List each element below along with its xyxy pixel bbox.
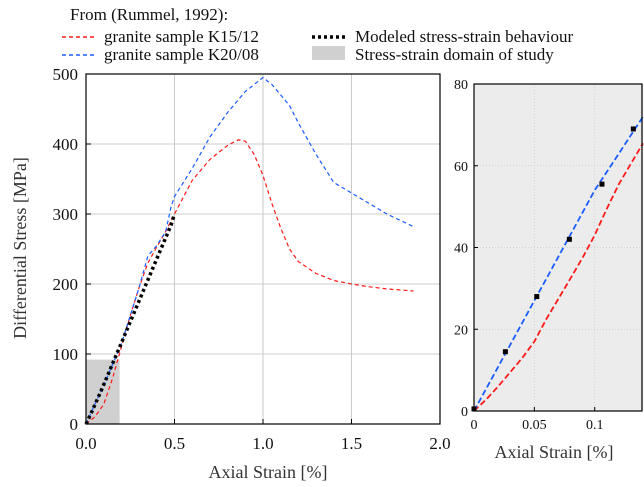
main-ytick-label: 400 (53, 135, 79, 154)
main-xtick-label: 0.5 (164, 434, 185, 453)
inset-ytick-label: 60 (454, 160, 468, 175)
inset-model-point (566, 236, 572, 242)
main-series-line-2 (84, 213, 177, 425)
main-ytick-label: 100 (53, 345, 79, 364)
inset-grid (474, 84, 643, 411)
main-xtick-label: 1.0 (252, 434, 273, 453)
inset-series-line-0 (473, 142, 644, 412)
inset-ytick-label: 0 (461, 405, 468, 420)
inset-ticks: 0 0.05 0.1 0 20 40 60 80 (454, 78, 603, 433)
main-xtick-label: 1.5 (341, 434, 362, 453)
main-ytick-label: 0 (70, 415, 79, 434)
main-ylabel: Differential Stress [MPa] (10, 157, 30, 339)
inset-ytick-label: 40 (454, 242, 468, 257)
inset-model-point (630, 126, 636, 132)
legend-label-k15: granite sample K15/12 (104, 27, 259, 46)
main-xlabel: Axial Strain [%] (209, 462, 328, 482)
inset-model-point (502, 349, 508, 355)
legend-label-model: Modeled stress-strain behaviour (355, 27, 573, 46)
legend-label-k20: granite sample K20/08 (104, 45, 259, 64)
main-ytick-label: 300 (53, 205, 79, 224)
main-ytick-label: 500 (53, 65, 79, 84)
main-series (84, 76, 414, 425)
main-series-line-0 (85, 139, 414, 425)
main-grid (86, 74, 440, 424)
main-xtick-label: 2.0 (429, 434, 450, 453)
inset-ytick-label: 80 (454, 78, 468, 93)
inset-xtick-label: 0 (471, 418, 478, 433)
inset-plot: 0 0.05 0.1 0 20 40 60 80 Axial Strain [%] (454, 78, 644, 462)
legend-label-domain: Stress-strain domain of study (355, 45, 554, 64)
legend: From (Rummel, 1992): granite sample K15/… (62, 5, 573, 64)
inset-xlabel: Axial Strain [%] (495, 442, 614, 462)
inset-xtick-label: 0.1 (586, 418, 604, 433)
main-plot: 0.0 0.5 1.0 1.5 2.0 0 100 200 300 400 500 Axial St… (10, 65, 451, 482)
main-ytick-label: 200 (53, 275, 79, 294)
inset-ytick-label: 20 (454, 323, 468, 338)
legend-header: From (Rummel, 1992): (70, 5, 228, 24)
main-xtick-label: 0.0 (75, 434, 96, 453)
inset-xtick-label: 0.05 (522, 418, 547, 433)
legend-swatch-domain (312, 46, 345, 60)
main-series-line-1 (85, 76, 414, 425)
inset-model-point (534, 294, 540, 300)
inset-series-line-1 (473, 116, 644, 412)
inset-model-point (599, 181, 605, 187)
main-ticks: 0.0 0.5 1.0 1.5 2.0 0 100 200 300 400 500 (53, 65, 451, 453)
